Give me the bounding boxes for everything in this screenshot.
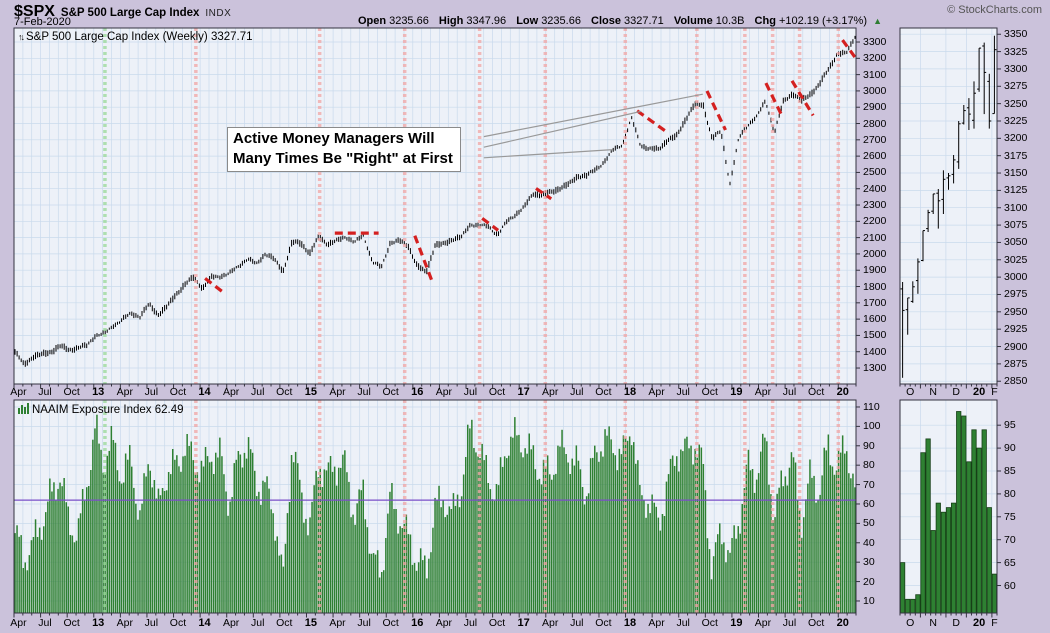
annotation-line2: Many Times Be "Right" at First	[233, 150, 453, 167]
naaim-panel-title: NAAIM Exposure Index 62.49	[18, 403, 184, 417]
naaim-panel-title-text: NAAIM Exposure Index 62.49	[32, 404, 184, 416]
ticker-name: S&P 500 Large Cap Index	[60, 7, 200, 19]
ticker-exchange: INDX	[205, 8, 232, 19]
quote-bar: Open 3235.66 High 3347.96 Low 3235.66 Close…	[351, 15, 882, 27]
naaim-chart	[13, 399, 860, 618]
quote-chg-label: Chg	[754, 15, 776, 27]
header-line1: $SPX S&P 500 Large Cap Index INDX	[14, 3, 231, 21]
quote-low-value: 3235.66	[541, 15, 581, 27]
quote-high-value: 3347.96	[466, 15, 507, 27]
quote-close-value: 3327.71	[623, 15, 664, 27]
quote-open-label: Open	[357, 15, 387, 27]
quote-volume-label: Volume	[673, 15, 713, 27]
quote-low-label: Low	[516, 15, 539, 27]
updown-arrows-icon: ↑↓	[18, 32, 25, 42]
ticker-symbol: $SPX	[14, 3, 55, 20]
stockcharts-copyright-link[interactable]: © StockCharts.com	[947, 4, 1042, 16]
quote-chg-value: +102.19 (+3.17%)	[778, 15, 868, 27]
main-price-chart	[13, 27, 860, 389]
price-panel-title-text: S&P 500 Large Cap Index (Weekly) 3327.71	[26, 31, 253, 43]
quote-close-label: Close	[591, 15, 621, 27]
histogram-icon	[18, 403, 29, 417]
annotation-line1: Active Money Managers Will	[233, 130, 435, 147]
quote-open-value: 3235.66	[389, 15, 429, 27]
price-panel-title: ↑↓ S&P 500 Large Cap Index (Weekly) 3327.…	[18, 31, 253, 43]
zoom-naaim-chart	[899, 399, 1001, 618]
zoom-price-chart	[899, 27, 1001, 389]
quote-high-label: High	[438, 15, 464, 27]
chart-date: 7-Feb-2020	[14, 16, 71, 28]
up-arrow-icon: ▲	[873, 16, 882, 26]
annotation-callout: Active Money Managers Will Many Times Be…	[227, 127, 461, 172]
quote-volume-value: 10.3B	[715, 15, 745, 27]
